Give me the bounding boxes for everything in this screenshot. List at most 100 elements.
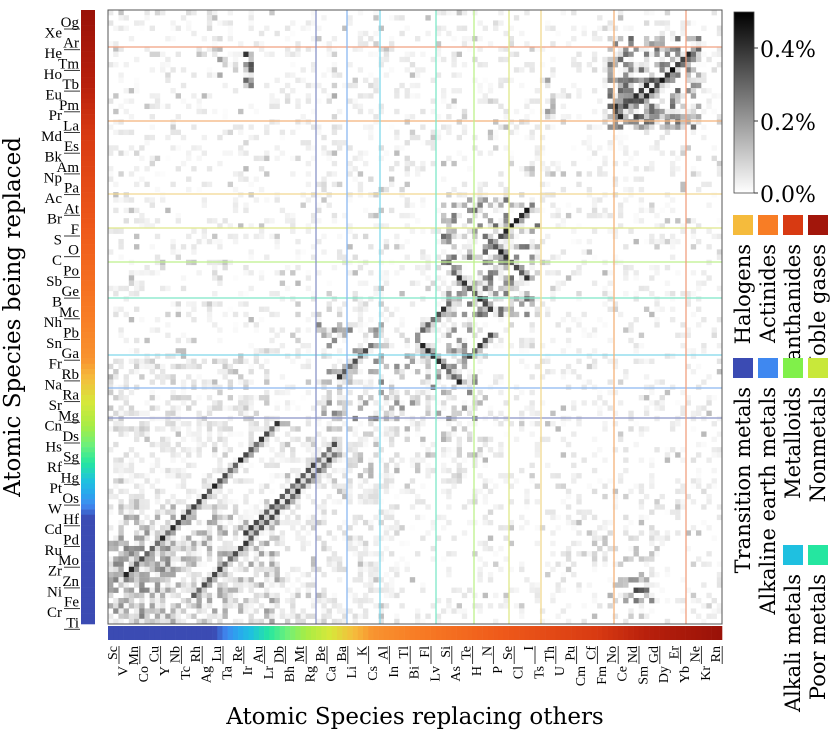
heatmap-cell xyxy=(420,358,426,364)
heatmap-cell xyxy=(409,395,416,401)
heatmap-cell xyxy=(467,389,473,396)
heatmap-cell xyxy=(316,327,322,333)
heatmap-cell xyxy=(477,280,483,286)
heatmap-cell xyxy=(602,119,608,125)
heatmap-cell xyxy=(362,400,369,406)
heatmap-cell xyxy=(222,363,228,370)
heatmap-cell xyxy=(217,519,223,526)
heatmap-cell xyxy=(196,608,202,614)
heatmap-cell xyxy=(243,166,249,172)
heatmap-cell xyxy=(118,582,124,588)
heatmap-cell xyxy=(576,88,582,94)
heatmap-cell xyxy=(623,577,629,583)
heatmap-cell xyxy=(701,134,707,141)
heatmap-cell xyxy=(711,483,717,489)
heatmap-cell xyxy=(139,530,145,536)
heatmap-cell xyxy=(493,306,499,312)
heatmap-cell xyxy=(201,181,208,188)
heatmap-cell xyxy=(394,369,400,375)
heatmap-cell xyxy=(420,618,426,625)
heatmap-cell xyxy=(269,311,275,318)
heatmap-cell xyxy=(149,103,155,110)
heatmap-cell xyxy=(701,51,707,57)
heatmap-cell xyxy=(331,509,338,515)
heatmap-cell xyxy=(628,93,634,99)
y-group-swatch xyxy=(81,249,95,255)
heatmap-cell xyxy=(305,514,312,521)
heatmap-cell xyxy=(550,56,556,63)
heatmap-cell xyxy=(264,400,270,406)
heatmap-cell xyxy=(513,124,520,130)
x-tick-label: Y xyxy=(158,666,173,676)
heatmap-cell xyxy=(591,30,598,37)
heatmap-cell xyxy=(248,597,254,604)
heatmap-cell xyxy=(108,20,114,26)
heatmap-cell xyxy=(222,441,228,448)
heatmap-cell xyxy=(264,358,270,364)
heatmap-cell xyxy=(576,322,582,328)
heatmap-cell xyxy=(180,577,187,583)
heatmap-cell xyxy=(123,452,129,458)
heatmap-cell xyxy=(248,530,254,536)
y-group-swatch xyxy=(81,332,95,339)
heatmap-cell xyxy=(165,285,171,292)
heatmap-cell xyxy=(513,280,520,286)
heatmap-cell xyxy=(362,93,369,99)
heatmap-cell xyxy=(373,441,379,448)
heatmap-cell xyxy=(149,483,155,489)
heatmap-cell xyxy=(529,62,535,68)
heatmap-cell xyxy=(430,545,436,552)
heatmap-cell xyxy=(290,223,296,229)
heatmap-cell xyxy=(706,181,712,188)
heatmap-cell xyxy=(503,556,509,562)
heatmap-cell xyxy=(165,571,171,578)
heatmap-cell xyxy=(212,264,218,271)
heatmap-cell xyxy=(498,343,504,349)
heatmap-cell xyxy=(456,134,462,141)
heatmap-cell xyxy=(487,332,494,338)
heatmap-cell xyxy=(191,384,197,390)
heatmap-cell xyxy=(420,379,426,385)
heatmap-cell xyxy=(295,337,301,344)
heatmap-cell xyxy=(191,306,197,312)
heatmap-cell xyxy=(165,561,171,567)
heatmap-cell xyxy=(539,160,546,167)
heatmap-cell xyxy=(565,275,572,281)
x-group-swatch xyxy=(186,626,192,640)
x-group-swatch xyxy=(545,626,551,640)
heatmap-cell xyxy=(128,613,135,619)
heatmap-cell xyxy=(701,41,707,47)
heatmap-cell xyxy=(165,540,171,547)
heatmap-cell xyxy=(196,452,202,458)
heatmap-cell xyxy=(415,395,421,401)
heatmap-cell xyxy=(394,561,400,567)
heatmap-cell xyxy=(654,108,660,115)
x-tick-label: Ir xyxy=(241,666,256,676)
heatmap-cell xyxy=(685,218,691,224)
heatmap-cell xyxy=(472,332,478,338)
heatmap-cell xyxy=(643,285,650,292)
heatmap-cell xyxy=(154,545,161,552)
heatmap-cell xyxy=(352,348,358,354)
heatmap-cell xyxy=(264,618,270,625)
heatmap-cell xyxy=(591,228,598,234)
heatmap-cell xyxy=(284,473,291,479)
heatmap-cell xyxy=(217,301,223,307)
heatmap-cell xyxy=(643,62,650,68)
heatmap-cell xyxy=(154,93,161,99)
heatmap-cell xyxy=(108,145,114,151)
heatmap-cell xyxy=(373,540,379,547)
heatmap-cell xyxy=(305,473,312,479)
x-group-swatch xyxy=(399,626,405,640)
heatmap-cell xyxy=(134,592,140,599)
heatmap-cell xyxy=(654,238,660,245)
heatmap-cell xyxy=(290,51,296,57)
heatmap-cell xyxy=(310,613,317,619)
heatmap-cell xyxy=(482,395,488,401)
heatmap-cell xyxy=(290,129,296,136)
y-group-swatch xyxy=(81,441,95,448)
heatmap-cell xyxy=(680,51,686,57)
heatmap-cell xyxy=(482,493,488,500)
heatmap-cell xyxy=(675,114,681,120)
heatmap-cell xyxy=(243,519,249,526)
